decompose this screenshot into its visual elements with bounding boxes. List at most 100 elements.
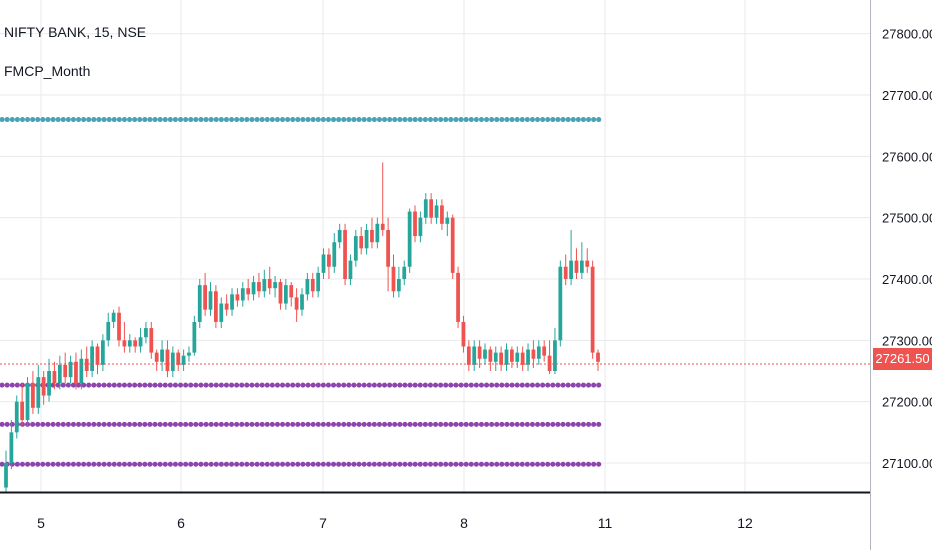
candle [203,272,208,316]
candle [520,346,525,372]
candle [461,315,466,353]
candle [283,279,288,310]
candle [596,349,600,372]
time-axis[interactable]: 5 6 7 8 11 12 [37,515,753,531]
candles [4,162,600,494]
time-tick-label: 6 [177,515,185,531]
candle [445,211,450,237]
candle [25,377,30,427]
candle [434,199,439,224]
price-tick-label: 27300.00 [882,333,932,348]
price-tick-label: 27800.00 [882,27,932,42]
candle [472,340,477,372]
candle [413,205,417,243]
candle [63,352,68,384]
price-tick-label: 27600.00 [882,149,932,164]
candle [563,254,568,286]
candle [440,199,444,230]
candle [160,340,164,372]
candle [144,321,148,344]
candle [208,282,213,316]
candle [558,260,563,347]
candle [370,217,374,249]
candle [391,254,396,298]
candle [9,420,14,470]
candle [493,346,498,372]
candle [235,288,240,307]
time-tick-label: 5 [37,515,45,531]
candle [95,343,100,375]
candle [504,343,509,372]
candle [165,340,170,378]
candle [122,321,127,353]
candle [47,358,51,402]
candle [579,242,584,280]
candle [133,337,138,353]
candle [106,312,111,347]
candle [251,275,256,301]
candle [343,223,347,286]
candle [267,266,272,295]
candle [590,260,595,359]
candle [327,248,331,280]
candle [332,233,337,273]
candle [230,288,234,316]
price-tick-label: 27100.00 [882,456,932,471]
candle [547,340,552,375]
candle [456,266,460,329]
candle [4,450,8,494]
candle [450,214,455,280]
price-tick-label: 27200.00 [882,395,932,410]
candle [359,226,364,255]
candle [246,279,251,301]
candle [536,340,541,365]
candle [20,383,25,427]
candle [477,340,482,368]
candle [510,346,514,368]
candle [257,272,261,298]
candle [176,349,181,372]
candle [240,282,245,307]
candle [402,260,407,286]
candle [526,343,530,372]
candle [219,297,224,329]
candle [111,309,116,329]
candle [273,275,277,298]
candle [41,371,46,405]
candle [289,282,294,307]
candle [375,217,380,249]
candle [90,340,94,378]
candle [418,211,423,243]
candle [423,193,428,224]
candle [305,272,310,301]
candle [585,248,590,273]
candle [149,321,154,359]
candle [187,346,191,362]
candle [337,223,342,249]
candle [262,269,267,298]
candle [380,162,385,237]
candle [79,349,84,390]
candle [553,328,557,375]
chart-title: NIFTY BANK, 15, NSE [4,24,147,40]
time-tick-label: 7 [319,515,327,531]
candle [569,229,573,286]
candle [127,334,132,353]
indicator-label: FMCP_Month [4,63,91,79]
candle [483,343,487,365]
candle [499,346,504,372]
candle [74,352,78,390]
price-axis[interactable]: 27100.00 27200.00 27300.00 27400.00 27500.00… [882,27,932,471]
candle [574,248,579,280]
candle [515,346,520,368]
level-lines [0,117,605,467]
candle [192,315,197,356]
candle [100,334,105,372]
candle [181,349,186,372]
candle [353,229,358,267]
candle [14,395,19,439]
candle [294,288,299,322]
candle [57,355,62,390]
candle [197,279,202,329]
